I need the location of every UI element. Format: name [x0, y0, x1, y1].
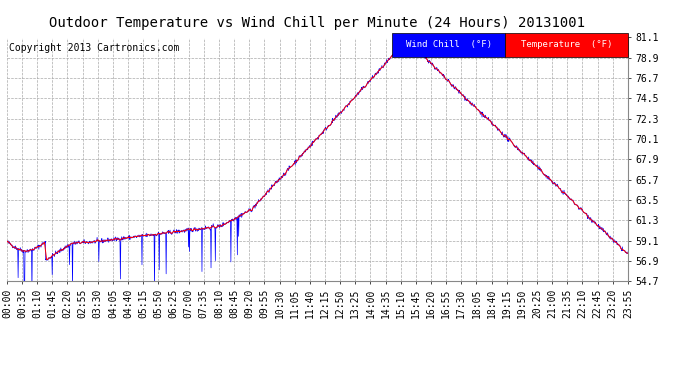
Title: Outdoor Temperature vs Wind Chill per Minute (24 Hours) 20131001: Outdoor Temperature vs Wind Chill per Mi…	[50, 16, 585, 30]
Text: Copyright 2013 Cartronics.com: Copyright 2013 Cartronics.com	[9, 43, 179, 53]
